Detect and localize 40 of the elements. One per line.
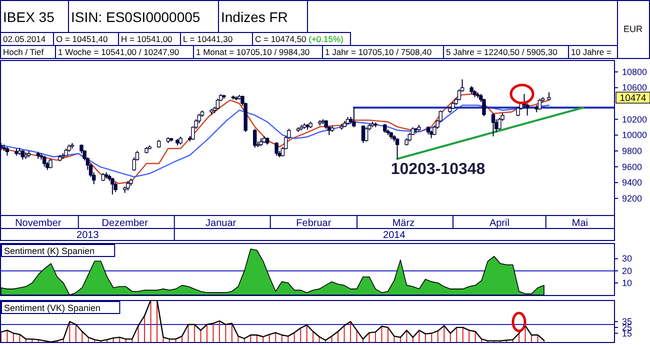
- x-tick-label: Februar: [296, 218, 332, 229]
- y-tick-label: 9200: [622, 193, 642, 204]
- chart-title: Sentiment (K) Spanien: [4, 246, 95, 256]
- x-tick-label: April: [489, 218, 510, 229]
- y-tick-label: 10200: [622, 114, 648, 124]
- y-tick-label: 10: [622, 278, 632, 288]
- x-tick-label: Dezember: [102, 218, 149, 229]
- y-tick-label: 10600: [622, 82, 648, 93]
- annotation: 10474: [620, 93, 646, 104]
- text: 2014: [383, 230, 406, 241]
- y-axis-title: EUR: [623, 24, 643, 34]
- x-tick-label: Mai: [572, 218, 588, 229]
- x-tick-label: März: [392, 218, 415, 229]
- text: 5 Jahre = 12240,50 / 5905,30: [446, 47, 558, 57]
- y-tick-label: 10000: [622, 130, 648, 140]
- x-tick-label: November: [15, 218, 62, 229]
- chart-subtitle: ISIN: ES0SI0000005: [71, 9, 200, 25]
- text: 10 Jahre =: [571, 47, 612, 57]
- text: H = 10541,00: [121, 34, 173, 44]
- y-tick-label: 9800: [622, 146, 642, 156]
- text: Indizes FR: [221, 9, 288, 25]
- text: 2013: [76, 230, 100, 241]
- annotation: 10203-10348: [390, 161, 486, 178]
- text: C = 10474,50: [255, 34, 306, 44]
- y-tick-label: 20: [622, 266, 632, 276]
- text: O = 10451,40: [56, 34, 108, 44]
- text: 02.05.2014: [3, 34, 46, 44]
- x-tick-label: Januar: [206, 218, 237, 229]
- y-tick-label: 10800: [622, 66, 648, 77]
- text: 1 Jahr = 10705,10 / 7508,40: [325, 47, 432, 57]
- text: L = 10441,30: [183, 34, 233, 44]
- y-tick-label: 9400: [622, 178, 642, 188]
- text: 1 Woche = 10541,00 / 10247,90: [58, 47, 180, 57]
- y-tick-label: 9600: [622, 162, 642, 172]
- text: (+0.15%): [306, 34, 344, 44]
- text: 1 Monat = 10705,10 / 9984,30: [196, 47, 310, 57]
- y-tick-label: 30: [622, 254, 632, 264]
- chart-title: IBEX 35: [3, 9, 55, 25]
- chart-title: Sentiment (VK) Spanien: [4, 303, 101, 313]
- text: Hoch / Tief: [3, 47, 44, 57]
